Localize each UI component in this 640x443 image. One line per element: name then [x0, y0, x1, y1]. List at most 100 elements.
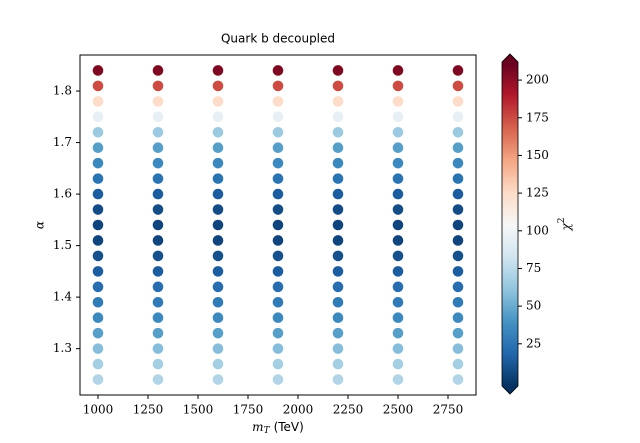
colorbar-segment — [502, 302, 518, 306]
point — [152, 204, 164, 215]
point — [452, 327, 464, 339]
point — [452, 173, 464, 184]
point — [212, 296, 224, 308]
colorbar-symbol: χ — [559, 223, 573, 232]
colorbar-segment — [502, 218, 518, 222]
point — [152, 296, 164, 308]
point — [152, 250, 164, 262]
point — [332, 173, 344, 184]
point — [212, 235, 224, 246]
x-tick-label: 2000 — [283, 403, 314, 417]
colorbar-segment — [502, 284, 518, 288]
point — [272, 312, 284, 324]
point — [452, 204, 464, 215]
point — [332, 157, 344, 169]
colorbar-segment — [502, 359, 518, 363]
point — [92, 96, 104, 107]
point — [272, 188, 284, 200]
point — [152, 327, 164, 339]
colorbar-segment — [502, 308, 518, 312]
x-label-sub: T — [264, 426, 271, 436]
point — [152, 358, 164, 370]
colorbar-segment — [502, 176, 518, 180]
colorbar-segment — [502, 182, 518, 186]
y-tick-label: 1.4 — [53, 290, 72, 304]
point — [272, 281, 284, 293]
colorbar-segment — [502, 179, 518, 183]
y-tick-label: 1.5 — [53, 238, 72, 252]
point — [152, 142, 164, 154]
point — [272, 111, 284, 123]
colorbar-segment — [502, 80, 518, 84]
point — [452, 296, 464, 308]
colorbar-segment — [502, 242, 518, 246]
point — [272, 219, 284, 231]
point — [272, 204, 284, 215]
point — [272, 157, 284, 169]
colorbar-segment — [502, 161, 518, 165]
point — [332, 358, 344, 370]
colorbar-segment — [502, 206, 518, 210]
colorbar-segment — [502, 281, 518, 285]
colorbar-segment — [502, 167, 518, 171]
point — [212, 157, 224, 169]
point — [152, 80, 164, 92]
colorbar-segment — [502, 383, 518, 387]
point — [272, 250, 284, 262]
point — [392, 188, 404, 200]
point — [272, 358, 284, 370]
point — [152, 312, 164, 324]
colorbar-segment — [502, 119, 518, 123]
colorbar-segment — [502, 236, 518, 240]
point — [92, 312, 104, 324]
point — [92, 65, 104, 76]
point — [212, 188, 224, 200]
colorbar-segment — [502, 95, 518, 99]
colorbar-frame — [501, 53, 519, 395]
colorbar-segment — [502, 62, 518, 66]
point — [272, 65, 284, 76]
point — [212, 96, 224, 107]
point — [332, 219, 344, 231]
point — [212, 173, 224, 184]
colorbar-segment — [502, 164, 518, 168]
colorbar-tick-label: 125 — [526, 186, 549, 200]
colorbar-segment — [502, 266, 518, 270]
x-tick-label: 1000 — [83, 403, 114, 417]
point — [212, 126, 224, 138]
colorbar-tick-label: 75 — [526, 261, 541, 275]
colorbar-segment — [502, 140, 518, 144]
colorbar-label: χ2 — [557, 217, 573, 231]
colorbar-segment — [502, 194, 518, 198]
point — [332, 142, 344, 154]
colorbar-segment — [502, 341, 518, 345]
x-tick-label: 1250 — [133, 403, 164, 417]
point — [392, 327, 404, 339]
colorbar-segment — [502, 293, 518, 297]
colorbar-segment — [502, 269, 518, 273]
colorbar-segment — [502, 215, 518, 219]
point — [392, 219, 404, 231]
colorbar-segment — [502, 146, 518, 150]
point — [392, 266, 404, 277]
point — [452, 250, 464, 262]
colorbar-segment — [502, 335, 518, 339]
point — [152, 173, 164, 184]
point — [332, 188, 344, 200]
point — [392, 235, 404, 246]
point — [92, 173, 104, 184]
point — [452, 219, 464, 231]
colorbar-segment — [502, 374, 518, 378]
point — [152, 65, 164, 76]
colorbar-extend-top — [502, 54, 518, 62]
colorbar-segment — [502, 278, 518, 282]
colorbar-segment — [502, 107, 518, 111]
colorbar-segment — [502, 131, 518, 135]
x-tick-label: 2500 — [383, 403, 414, 417]
point — [392, 173, 404, 184]
colorbar-segment — [502, 356, 518, 360]
colorbar-segment — [502, 113, 518, 117]
colorbar-segment — [502, 116, 518, 120]
point — [212, 358, 224, 370]
